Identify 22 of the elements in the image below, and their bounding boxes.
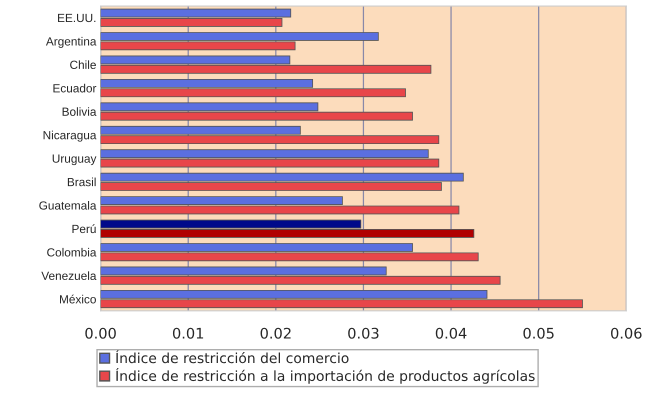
- y-tick-label: Uruguay: [52, 154, 96, 166]
- y-tick-label: Venezuela: [41, 271, 96, 280]
- x-tick-label: 0.05: [523, 328, 554, 339]
- legend-label: Índice de restricción a la importación de productos agrícolas: [116, 368, 535, 384]
- y-tick-label: Chile: [70, 60, 96, 70]
- x-tick-label: 0.02: [260, 328, 291, 339]
- y-tick-label: EE.UU.: [58, 14, 96, 22]
- x-tick-label: 0.03: [348, 328, 379, 339]
- y-tick-label: Brasil: [68, 178, 96, 186]
- y-tick-label: Argentina: [46, 36, 96, 48]
- x-tick-label: 0.01: [172, 328, 204, 339]
- y-tick-label: México: [60, 294, 96, 304]
- y-tick-label: Nicaragua: [44, 130, 96, 142]
- y-tick-label: Guatemala: [39, 201, 96, 210]
- y-tick-label: Bolivia: [62, 107, 96, 116]
- x-tick-label: 0.04: [436, 328, 466, 339]
- x-tick-label: 0.00: [85, 328, 116, 339]
- legend-label: Índice de restricción del comercio: [116, 350, 349, 364]
- x-tick-label: 0.06: [611, 328, 642, 339]
- y-tick-label: Perú: [72, 224, 96, 234]
- y-tick-label: Ecuador: [53, 84, 96, 92]
- y-tick-label: Colombia: [47, 248, 96, 257]
